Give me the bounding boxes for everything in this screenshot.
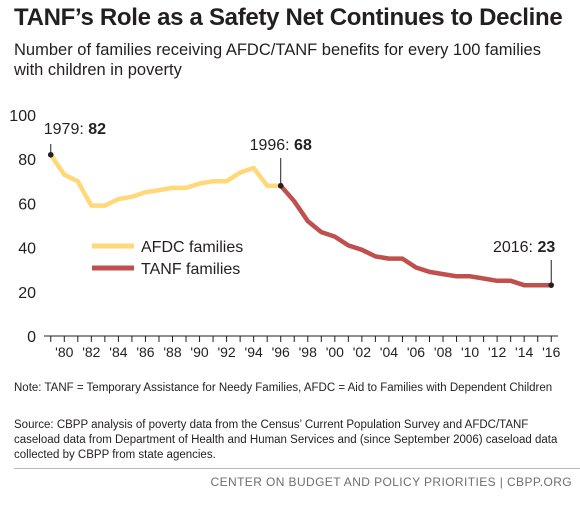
annotation-year: 1979: bbox=[44, 121, 88, 138]
y-tick-label: 80 bbox=[18, 152, 36, 169]
x-tick-label: '02 bbox=[353, 344, 371, 360]
x-tick-label: '80 bbox=[55, 344, 73, 360]
annotation-dot bbox=[548, 282, 555, 288]
chart-source: Source: CBPP analysis of poverty data fr… bbox=[14, 419, 558, 461]
annotation-dot bbox=[277, 182, 284, 189]
chart-axes: 0 20 40 60 80 100 '80 '82 '84 '86 '88 '90 '92 '94 '96 '… bbox=[9, 108, 560, 360]
annotation-label: 2016: 23 bbox=[493, 239, 555, 256]
x-tick-label: '00 bbox=[326, 344, 344, 360]
chart-subtitle: Number of families receiving AFDC/TANF b… bbox=[14, 41, 541, 79]
annotation-value: 68 bbox=[294, 137, 312, 154]
afdc-series-line bbox=[48, 153, 281, 208]
legend-label-tanf: TANF families bbox=[141, 261, 240, 278]
x-tick-label: '94 bbox=[245, 344, 263, 360]
x-tick-label: '12 bbox=[488, 344, 506, 360]
annotation-year: 1996: bbox=[250, 137, 294, 154]
annotation-year: 2016: bbox=[493, 239, 537, 256]
chart-lines bbox=[48, 153, 552, 288]
x-tick-label: '98 bbox=[299, 344, 317, 360]
x-tick-label: '92 bbox=[217, 344, 235, 360]
footer-credit: CENTER ON BUDGET AND POLICY PRIORITIES |… bbox=[210, 475, 572, 489]
y-tick-label: 100 bbox=[9, 108, 36, 125]
x-tick-label: '04 bbox=[380, 344, 398, 360]
x-tick-label: '06 bbox=[407, 344, 425, 360]
chart-note: Note: TANF = Temporary Assistance for Ne… bbox=[14, 382, 553, 394]
x-tick-label: '14 bbox=[515, 344, 533, 360]
y-tick-label: 20 bbox=[18, 285, 36, 302]
x-tick-label: '88 bbox=[163, 344, 181, 360]
x-tick-label: '08 bbox=[434, 344, 452, 360]
y-tick-label: 0 bbox=[27, 329, 36, 346]
x-tick-label: '84 bbox=[109, 344, 127, 360]
footer-divider bbox=[14, 468, 580, 469]
x-tick-label: '90 bbox=[190, 344, 208, 360]
x-tick-label: '82 bbox=[82, 344, 100, 360]
annotation-label: 1979: 82 bbox=[44, 121, 106, 138]
x-tick-label: '16 bbox=[542, 344, 560, 360]
y-tick-label: 60 bbox=[18, 196, 36, 213]
line-chart: 0 20 40 60 80 100 '80 '82 '84 '86 '88 '90 '92 '94 '96 '… bbox=[9, 108, 560, 360]
chart-legend: AFDC families TANF families bbox=[92, 239, 243, 278]
chart-title: TANF’s Role as a Safety Net Continues to… bbox=[14, 4, 563, 31]
tanf-series-line bbox=[279, 184, 552, 288]
annotation-label: 1996: 68 bbox=[250, 137, 312, 154]
legend-label-afdc: AFDC families bbox=[141, 239, 243, 256]
x-tick-label: '86 bbox=[136, 344, 154, 360]
annotation-value: 82 bbox=[88, 121, 106, 138]
annotation-value: 23 bbox=[537, 239, 555, 256]
y-tick-label: 40 bbox=[18, 241, 36, 258]
x-tick-label: '10 bbox=[461, 344, 479, 360]
chart-annotations: 1979: 82 1996: 68 2016: 23 bbox=[44, 121, 555, 288]
x-tick-label: '96 bbox=[272, 344, 290, 360]
annotation-dot bbox=[47, 151, 54, 158]
